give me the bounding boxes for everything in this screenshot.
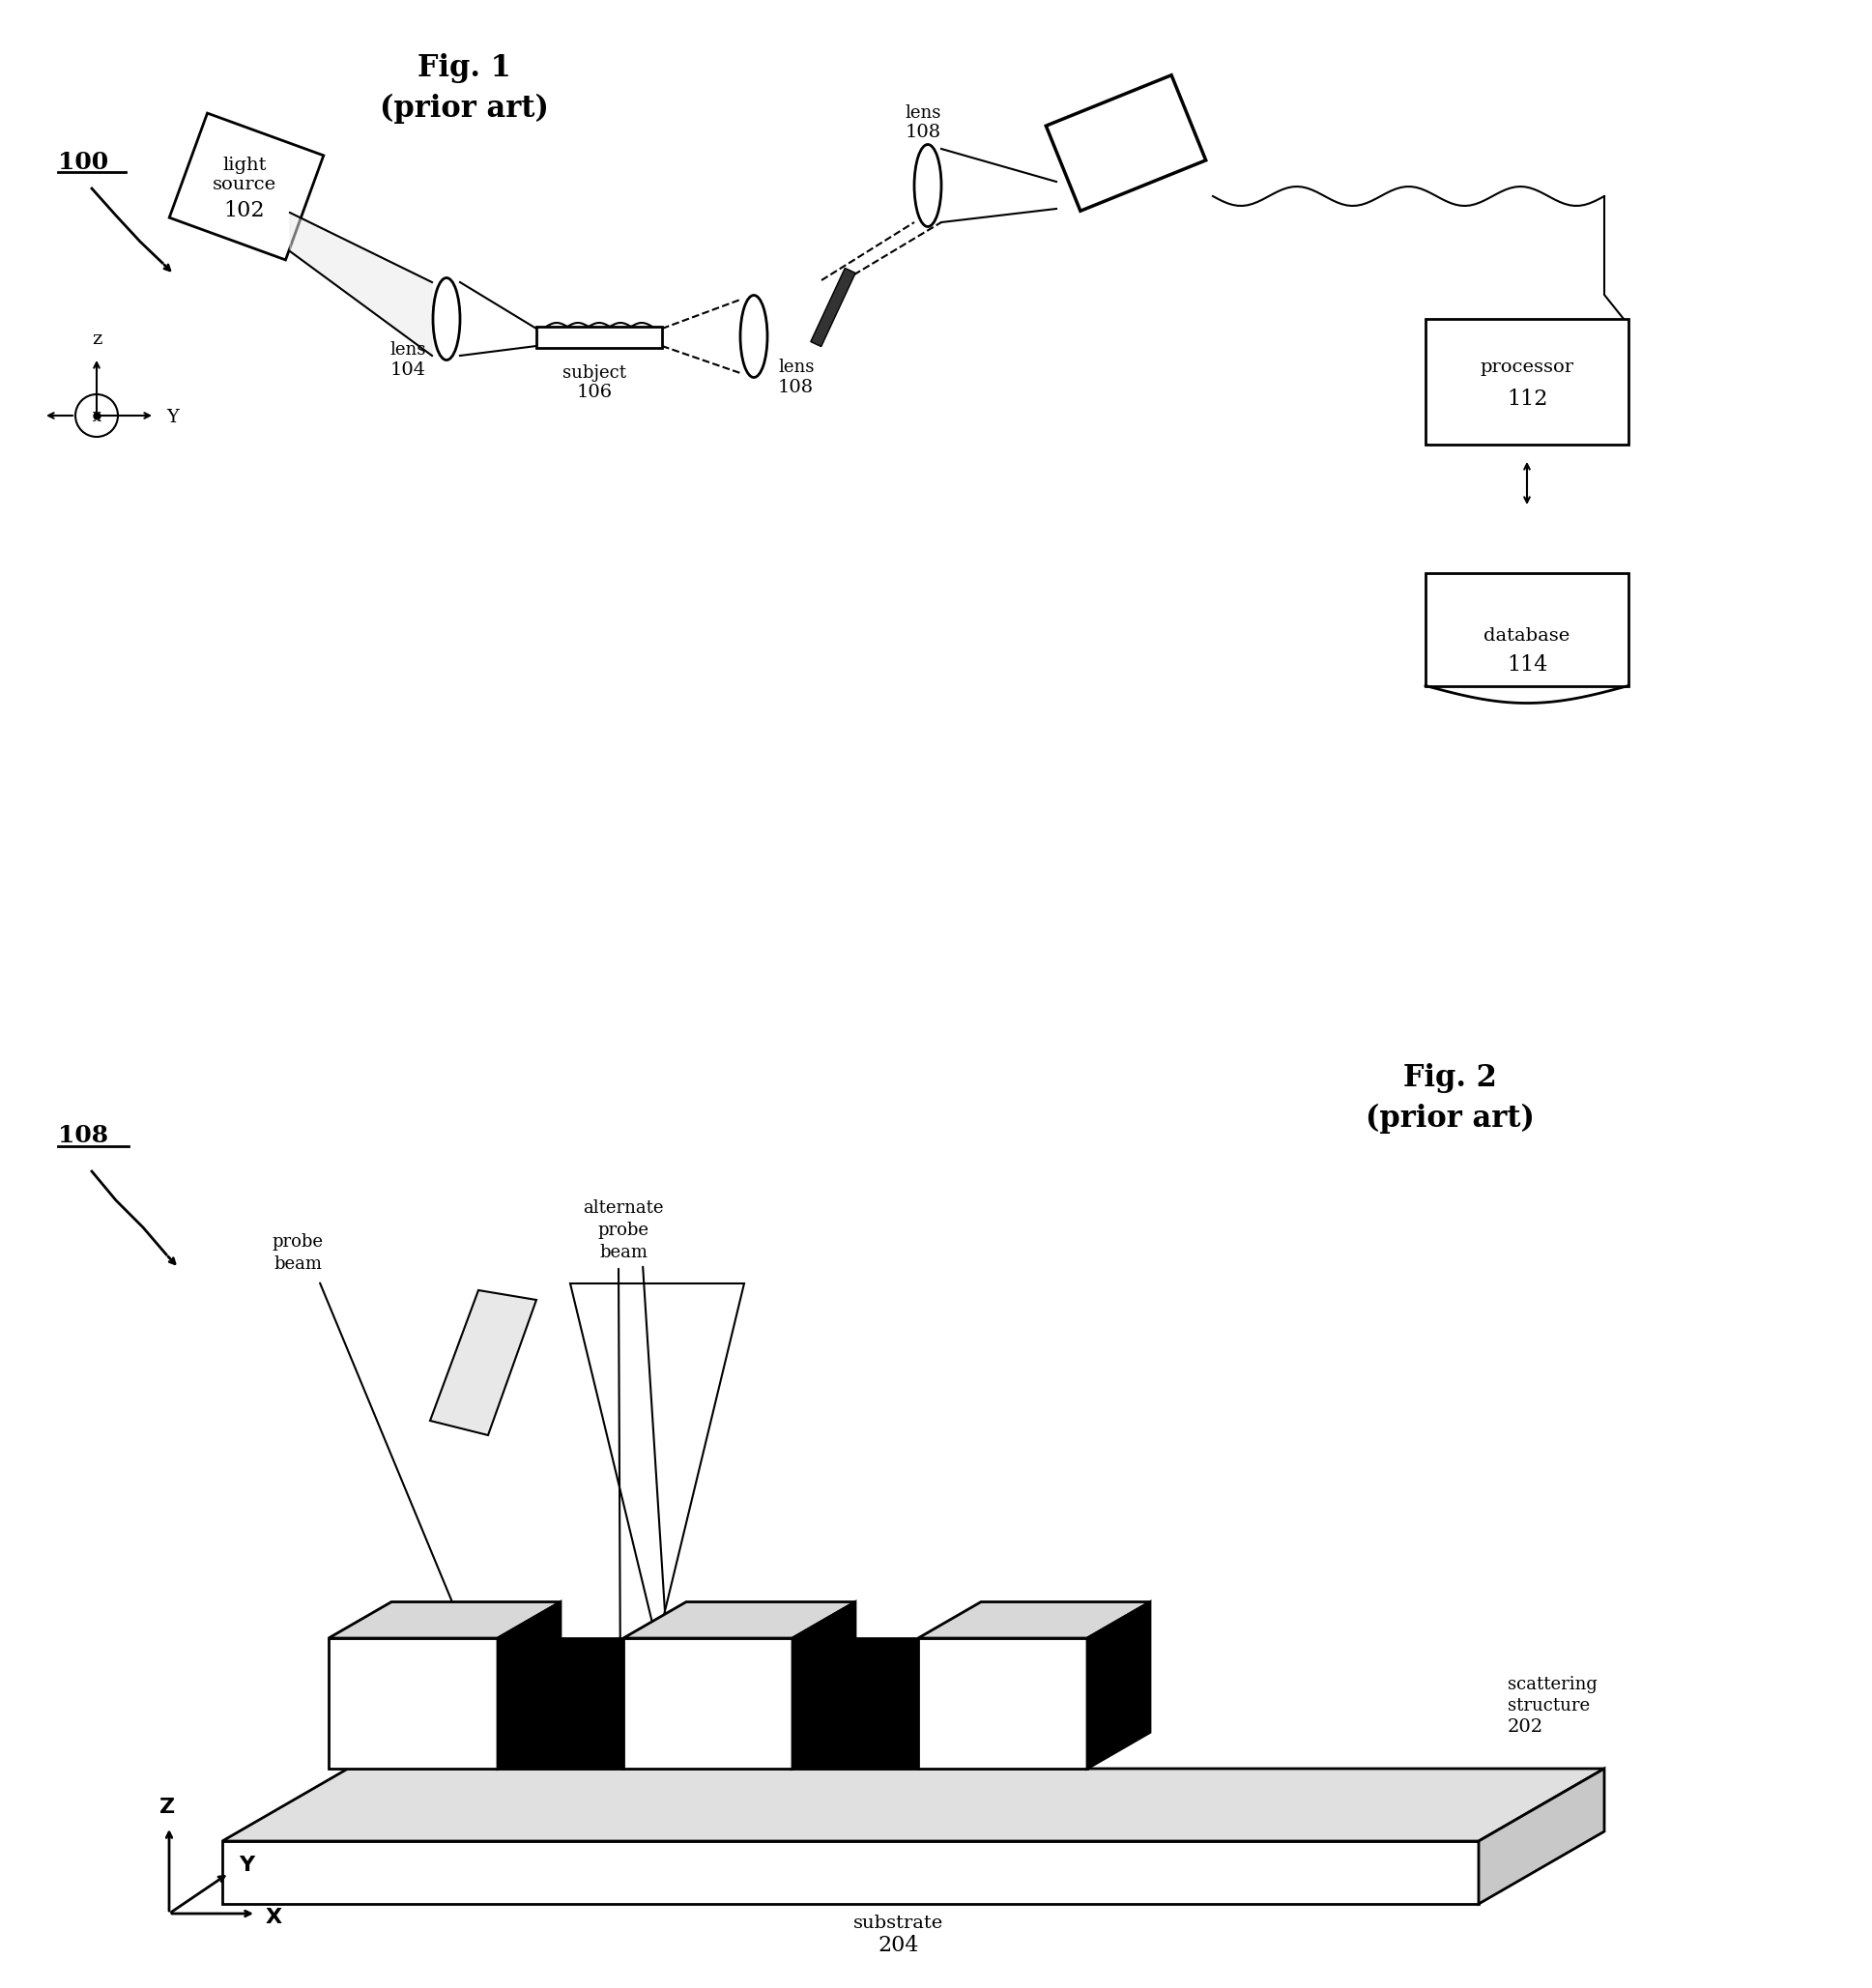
Ellipse shape bbox=[739, 296, 768, 378]
Text: 114: 114 bbox=[1507, 654, 1548, 676]
Bar bbox=[623, 1638, 792, 1769]
Polygon shape bbox=[917, 1602, 1149, 1638]
Text: beam: beam bbox=[599, 1244, 648, 1260]
Bar bbox=[168, 113, 324, 260]
Bar bbox=[329, 1638, 498, 1769]
Polygon shape bbox=[329, 1602, 560, 1638]
Bar bbox=[537, 326, 663, 348]
Text: source: source bbox=[213, 175, 277, 193]
Text: 108: 108 bbox=[58, 1123, 109, 1147]
Polygon shape bbox=[623, 1602, 856, 1638]
Text: detector: detector bbox=[1093, 129, 1174, 147]
Text: alternate: alternate bbox=[582, 1199, 665, 1217]
Text: probe: probe bbox=[271, 1233, 324, 1250]
Text: z: z bbox=[92, 330, 101, 348]
Bar bbox=[1425, 318, 1629, 445]
Polygon shape bbox=[290, 213, 432, 356]
Text: (prior art): (prior art) bbox=[380, 93, 548, 123]
Text: lens: lens bbox=[389, 342, 427, 358]
Polygon shape bbox=[498, 1602, 560, 1769]
Circle shape bbox=[75, 394, 118, 437]
Bar bbox=[498, 1638, 623, 1769]
Text: 204: 204 bbox=[878, 1934, 919, 1956]
Text: 108: 108 bbox=[904, 123, 942, 141]
Text: database: database bbox=[1484, 628, 1571, 644]
Polygon shape bbox=[223, 1769, 1604, 1841]
Text: probe: probe bbox=[597, 1221, 650, 1239]
Text: lens: lens bbox=[904, 105, 942, 121]
Bar bbox=[1425, 573, 1629, 686]
Bar bbox=[917, 1638, 1088, 1769]
Text: 106: 106 bbox=[577, 384, 612, 402]
Ellipse shape bbox=[432, 278, 461, 360]
Polygon shape bbox=[1479, 1769, 1604, 1905]
Polygon shape bbox=[1088, 1602, 1149, 1769]
Text: Y: Y bbox=[167, 410, 178, 425]
Text: X: X bbox=[266, 1908, 283, 1926]
Text: subject: subject bbox=[562, 364, 627, 382]
Text: 108: 108 bbox=[779, 380, 814, 396]
Text: substrate: substrate bbox=[854, 1914, 943, 1932]
Text: 110: 110 bbox=[1114, 153, 1155, 175]
Text: 100: 100 bbox=[58, 151, 109, 175]
Text: (prior art): (prior art) bbox=[1365, 1103, 1535, 1133]
Polygon shape bbox=[792, 1602, 856, 1769]
Text: Z: Z bbox=[159, 1797, 174, 1817]
Text: 202: 202 bbox=[1507, 1718, 1544, 1736]
Bar bbox=[1046, 76, 1206, 211]
Text: 102: 102 bbox=[225, 201, 266, 221]
Text: X: X bbox=[92, 412, 101, 425]
Text: light: light bbox=[223, 157, 266, 175]
Text: 104: 104 bbox=[389, 362, 425, 380]
Ellipse shape bbox=[914, 145, 942, 227]
Polygon shape bbox=[431, 1290, 537, 1435]
Text: 112: 112 bbox=[1507, 388, 1548, 410]
Polygon shape bbox=[571, 1284, 745, 1642]
Polygon shape bbox=[223, 1841, 1479, 1905]
Text: beam: beam bbox=[273, 1256, 322, 1272]
Text: scattering: scattering bbox=[1507, 1676, 1597, 1692]
Text: processor: processor bbox=[1481, 358, 1574, 376]
Text: Y: Y bbox=[240, 1855, 255, 1875]
Text: Fig. 2: Fig. 2 bbox=[1402, 1064, 1496, 1093]
Text: lens: lens bbox=[779, 358, 814, 376]
Bar bbox=[792, 1638, 917, 1769]
Bar bbox=[811, 268, 856, 346]
Text: structure: structure bbox=[1507, 1696, 1589, 1714]
Text: Fig. 1: Fig. 1 bbox=[417, 54, 511, 83]
